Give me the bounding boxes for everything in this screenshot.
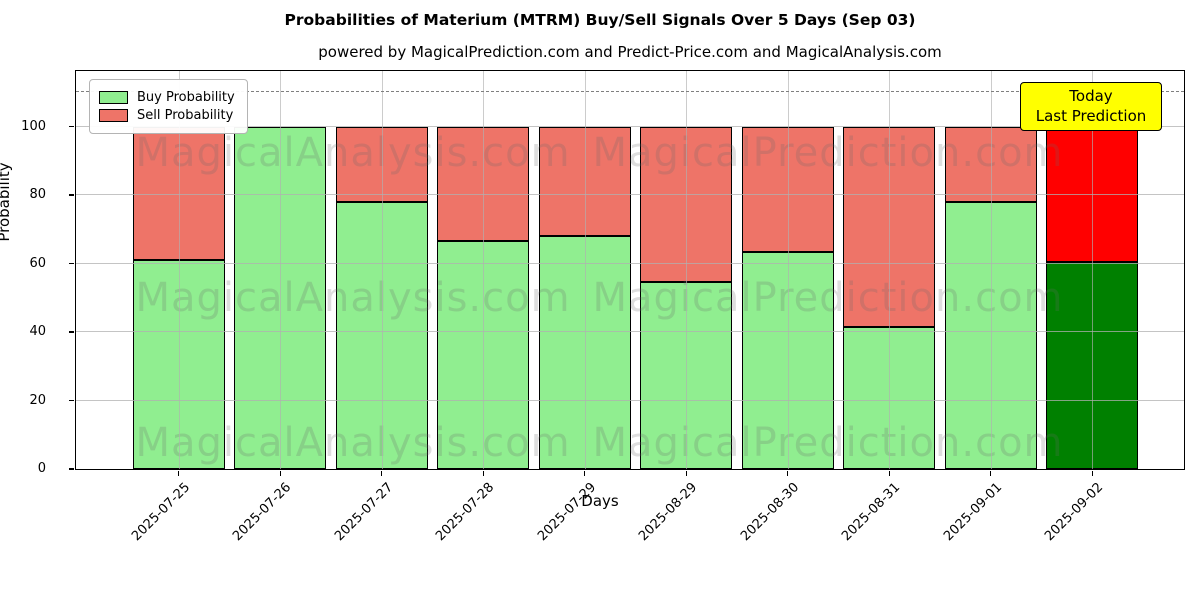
x-tick	[1091, 471, 1093, 476]
v-gridline	[584, 71, 586, 469]
chart-title: Probabilities of Materium (MTRM) Buy/Sel…	[284, 11, 916, 29]
buy-color-swatch	[99, 91, 128, 104]
h-gridline	[76, 194, 1184, 195]
x-tick	[787, 471, 789, 476]
x-tick-label: 2025-07-28	[433, 480, 498, 545]
x-tick	[888, 471, 890, 476]
v-gridline	[686, 71, 687, 469]
v-gridline	[381, 71, 383, 469]
x-tick	[685, 471, 687, 476]
x-tick	[584, 471, 586, 476]
x-tick-label: 2025-07-26	[230, 480, 295, 545]
y-tick-label: 0	[37, 461, 46, 476]
x-axis-label: Days	[581, 492, 619, 510]
x-tick	[990, 471, 992, 476]
x-tick	[381, 471, 383, 476]
y-tick	[69, 262, 74, 264]
v-gridline	[787, 71, 789, 469]
watermark-text: MagicalPrediction.com	[592, 130, 1064, 176]
h-gridline	[76, 399, 1184, 401]
v-gridline	[280, 71, 281, 469]
h-gridline	[76, 331, 1184, 332]
watermark-text: MagicalAnalysis.com	[135, 275, 571, 321]
watermark-text: MagicalAnalysis.com	[135, 130, 571, 176]
y-tick	[69, 125, 74, 127]
x-tick-label: 2025-09-02	[1042, 480, 1107, 545]
x-tick-label: 2025-08-29	[636, 480, 701, 545]
legend-label-sell: Sell Probability	[137, 108, 234, 123]
v-gridline	[483, 71, 484, 469]
legend: Buy Probability Sell Probability	[89, 79, 248, 134]
today-annotation-line2: Last Prediction	[1035, 107, 1147, 125]
threshold-dashed-line	[76, 91, 1184, 93]
legend-item-sell: Sell Probability	[99, 108, 235, 123]
h-gridline	[76, 262, 1184, 264]
v-gridline	[178, 71, 180, 469]
y-tick-label: 100	[21, 118, 46, 134]
y-tick	[69, 468, 74, 470]
x-tick-label: 2025-07-25	[129, 480, 194, 545]
x-tick	[279, 471, 281, 476]
x-tick-label: 2025-07-27	[332, 480, 397, 545]
watermark-text: MagicalAnalysis.com	[135, 420, 571, 466]
y-tick	[69, 399, 74, 401]
x-tick	[482, 471, 484, 476]
y-tick-label: 80	[29, 187, 46, 202]
y-tick	[69, 194, 74, 196]
v-gridline	[889, 71, 890, 469]
x-tick-label: 2025-08-30	[738, 480, 803, 545]
legend-item-buy: Buy Probability	[99, 90, 235, 105]
plot-area: MagicalAnalysis.com MagicalAnalysis.com Ma…	[21, 70, 1185, 544]
y-tick-label: 40	[29, 324, 46, 339]
x-tick	[178, 471, 180, 476]
y-tick	[69, 331, 74, 333]
v-gridline	[990, 71, 992, 469]
chart-subtitle: powered by MagicalPrediction.com and Pre…	[318, 43, 942, 61]
y-tick-label: 20	[29, 392, 46, 408]
v-gridline	[1092, 71, 1093, 469]
x-tick-label: 2025-09-01	[941, 480, 1006, 545]
sell-color-swatch	[99, 109, 128, 122]
watermark-text: MagicalPrediction.com	[592, 275, 1064, 321]
legend-label-buy: Buy Probability	[137, 90, 235, 105]
today-annotation-line1: Today	[1069, 87, 1113, 105]
x-tick-label: 2025-08-31	[839, 480, 904, 545]
y-tick-label: 60	[29, 255, 46, 271]
watermark-text: MagicalPrediction.com	[592, 420, 1064, 466]
y-axis-label: Probability	[0, 162, 13, 242]
today-annotation-box: Today Last Prediction	[1020, 82, 1162, 131]
h-gridline	[76, 125, 1184, 127]
x-tick-label: 2025-07-29	[535, 480, 600, 545]
